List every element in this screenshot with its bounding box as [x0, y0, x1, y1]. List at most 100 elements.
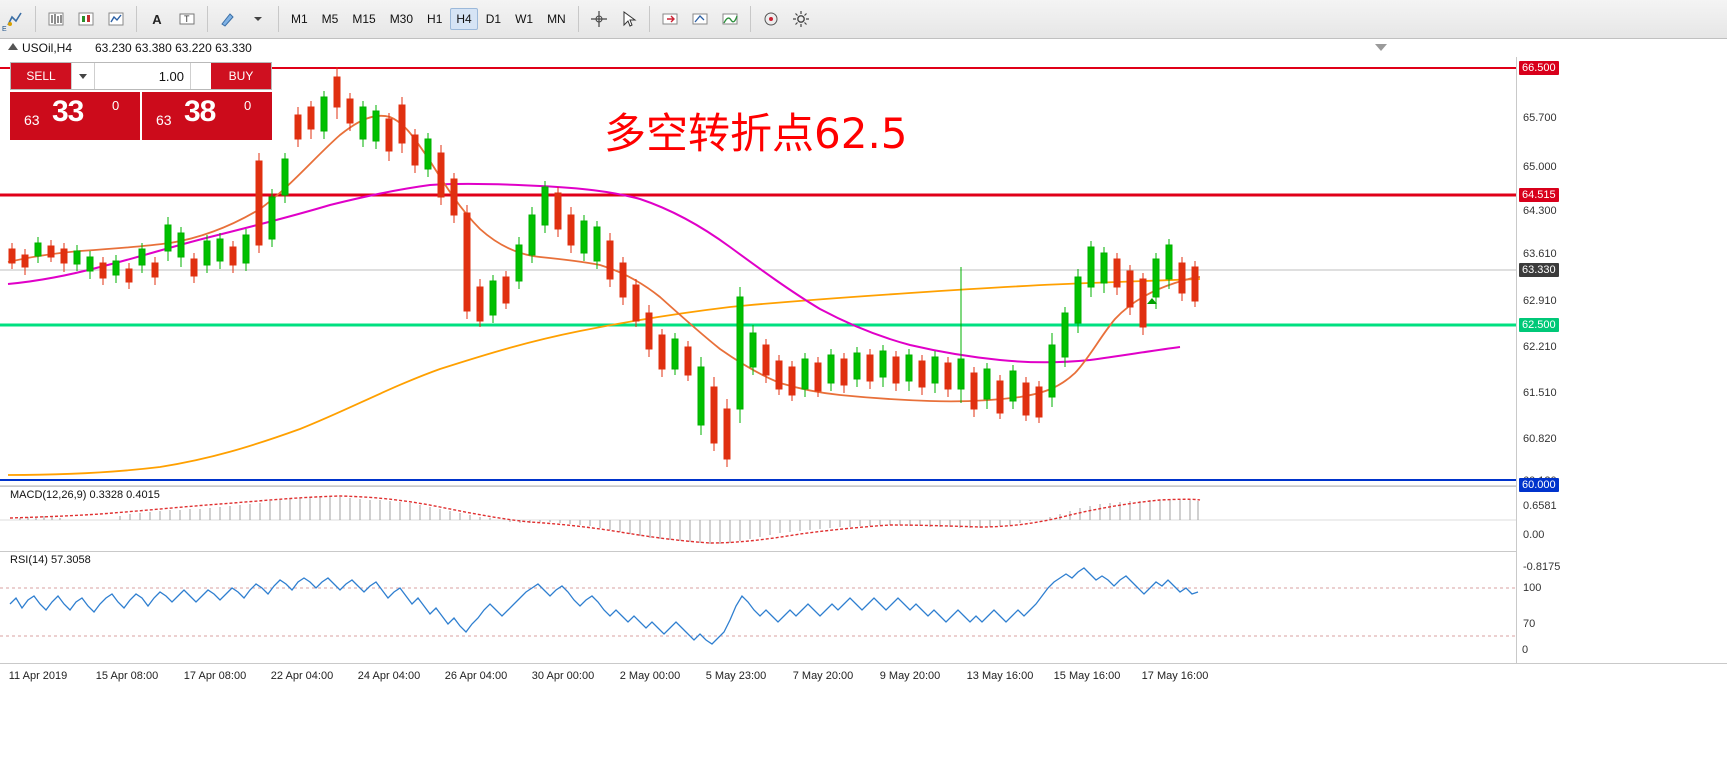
toolbar-separator — [35, 6, 36, 32]
price-tick: 63.610 — [1523, 248, 1557, 260]
macd-tick: 0.00 — [1523, 529, 1545, 541]
sell-price-pips: 33 — [52, 95, 84, 128]
timeframe-h4[interactable]: H4 — [450, 8, 478, 30]
volume-input[interactable]: 1.00 — [158, 68, 184, 84]
new-chart-icon[interactable]: E — [1, 5, 29, 33]
macd-tick: 0.6581 — [1523, 500, 1557, 512]
ma-slow-orange-line — [7, 278, 1201, 476]
toolbar-separator — [278, 6, 279, 32]
sell-price-fraction: 0 — [112, 98, 120, 113]
price-tick: 64.300 — [1523, 205, 1557, 217]
text-label-tool-icon[interactable]: T — [173, 5, 201, 33]
toolbar-separator — [577, 6, 579, 32]
buy-price-pips: 38 — [184, 95, 216, 128]
timeframe-m5[interactable]: M5 — [321, 12, 339, 26]
toolbar-separator — [749, 6, 751, 32]
expert-advisors-icon[interactable] — [757, 5, 785, 33]
timeframe-h1[interactable]: H1 — [427, 12, 443, 26]
buy-price-integer: 63 — [156, 112, 172, 128]
time-tick: 17 Apr 08:00 — [183, 670, 247, 682]
timeframe-m30[interactable]: M30 — [389, 12, 414, 26]
chevron-down-icon — [79, 73, 87, 79]
timeframe-d1[interactable]: D1 — [485, 12, 502, 26]
collapse-triangle-icon[interactable] — [8, 43, 18, 50]
ma-magenta-line — [7, 182, 1181, 364]
timeframe-mn[interactable]: MN — [547, 12, 566, 26]
chevron-down-icon[interactable] — [1375, 44, 1387, 51]
price-tick: 62.910 — [1523, 295, 1557, 307]
price-tick: 65.700 — [1523, 112, 1557, 124]
rsi-tick-zero: 0 — [1522, 644, 1529, 656]
time-tick: 15 May 16:00 — [1053, 670, 1121, 682]
price-tick: 60.820 — [1523, 433, 1557, 445]
buy-price-display[interactable]: 63 38 0 — [142, 92, 272, 140]
time-axis: 11 Apr 2019 15 Apr 08:00 17 Apr 08:00 22… — [0, 663, 1727, 692]
timeframe-m1[interactable]: M1 — [291, 12, 308, 26]
toolbar-separator — [136, 6, 137, 32]
rsi-tick: 100 — [1523, 582, 1542, 594]
price-scale[interactable]: 66.500 65.700 65.000 64.300 63.610 62.91… — [1516, 57, 1727, 678]
macd-indicator-pane[interactable]: MACD(12,26,9) 0.3328 0.4015 — [0, 486, 1516, 552]
price-tag-resistance-upper: 66.500 — [1519, 61, 1559, 75]
sell-button[interactable]: SELL — [11, 63, 71, 89]
rsi-label: RSI(14) 57.3058 — [10, 554, 91, 566]
time-tick: 26 Apr 04:00 — [444, 670, 508, 682]
autoscroll-icon[interactable] — [656, 5, 684, 33]
rsi-line — [9, 567, 1199, 645]
price-tag-current: 63.330 — [1519, 263, 1559, 277]
price-tag-resistance: 64.515 — [1519, 188, 1559, 202]
timeframe-m15[interactable]: M15 — [352, 12, 376, 26]
chart-ohlc-label: 63.230 63.380 63.220 63.330 — [95, 41, 252, 55]
text-tool-icon[interactable]: A — [152, 11, 162, 27]
price-tick: 62.210 — [1523, 341, 1557, 353]
chevron-down-icon[interactable] — [244, 5, 272, 33]
cursor-icon[interactable] — [615, 5, 643, 33]
chart-shift-icon[interactable] — [686, 5, 714, 33]
price-tick: 61.510 — [1523, 387, 1557, 399]
octp-controls-row: SELL 1.00 BUY — [10, 62, 272, 90]
toolbar-separator — [648, 6, 650, 32]
time-tick: 17 May 16:00 — [1141, 670, 1209, 682]
candlestick-chart-icon[interactable] — [72, 5, 100, 33]
sell-price-integer: 63 — [24, 112, 40, 128]
options-icon[interactable] — [787, 5, 815, 33]
chart-header: USOil,H4 63.230 63.380 63.220 63.330 — [0, 39, 1727, 57]
timeframe-w1[interactable]: W1 — [515, 12, 534, 26]
one-click-trading-panel[interactable]: SELL 1.00 BUY 63 33 0 63 38 0 — [10, 62, 272, 140]
chart-annotation-text: 多空转折点62.5 — [604, 109, 908, 158]
price-scale-bottom: 0 — [1516, 640, 1727, 663]
sell-price-display[interactable]: 63 33 0 — [10, 92, 140, 140]
macd-signal-line — [9, 495, 1201, 544]
octp-price-row: 63 33 0 63 38 0 — [10, 92, 272, 140]
toolbar-separator — [207, 6, 208, 32]
rsi-canvas — [0, 567, 1516, 645]
buy-button[interactable]: BUY — [211, 63, 271, 89]
crosshair-icon[interactable] — [585, 5, 613, 33]
line-chart-icon[interactable] — [102, 5, 130, 33]
rsi-indicator-pane[interactable]: RSI(14) 57.3058 — [0, 551, 1516, 664]
svg-text:T: T — [184, 14, 190, 24]
volume-stepper[interactable] — [190, 63, 211, 89]
macd-label: MACD(12,26,9) 0.3328 0.4015 — [10, 489, 160, 501]
price-chart-canvas — [0, 67, 1516, 481]
macd-tick: -0.8175 — [1523, 561, 1561, 573]
indicators-icon[interactable] — [716, 5, 744, 33]
time-tick: 15 Apr 08:00 — [95, 670, 159, 682]
signal-arrow-up — [1147, 298, 1157, 304]
time-tick: 24 Apr 04:00 — [357, 670, 421, 682]
candlestick-series — [8, 67, 1199, 467]
buy-price-fraction: 0 — [244, 98, 252, 113]
time-tick: 5 May 23:00 — [705, 670, 767, 682]
time-tick: 9 May 20:00 — [879, 670, 941, 682]
macd-canvas — [0, 495, 1516, 544]
time-tick: 22 Apr 04:00 — [270, 670, 334, 682]
bar-chart-icon[interactable] — [42, 5, 70, 33]
price-tag-support: 62.500 — [1519, 318, 1559, 332]
volume-stepper-left[interactable] — [71, 63, 95, 89]
price-tag-support-lower: 60.000 — [1519, 478, 1559, 492]
time-tick: 30 Apr 00:00 — [531, 670, 595, 682]
time-tick: 13 May 16:00 — [966, 670, 1034, 682]
time-tick: 7 May 20:00 — [792, 670, 854, 682]
drawing-tools-icon[interactable] — [214, 5, 242, 33]
